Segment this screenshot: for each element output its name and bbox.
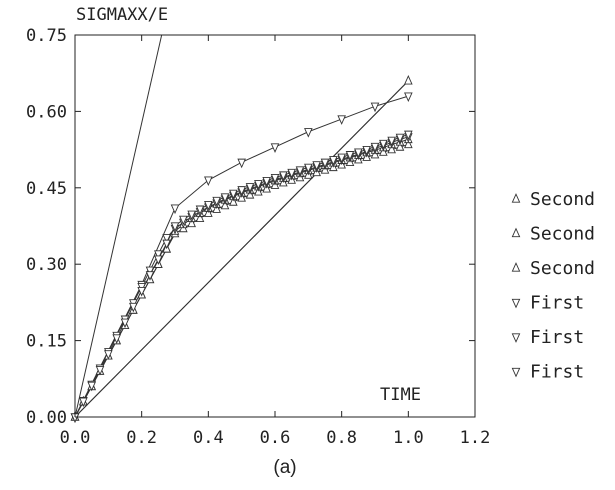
x-tick-label: 0.2 bbox=[126, 428, 157, 448]
data-point bbox=[337, 153, 346, 164]
y-axis-title: SIGMAXX/E bbox=[76, 5, 168, 25]
x-tick-label: 0.8 bbox=[326, 428, 357, 448]
data-point bbox=[187, 210, 196, 221]
data-point bbox=[279, 171, 288, 181]
data-point bbox=[254, 180, 263, 190]
data-point bbox=[387, 143, 396, 154]
data-point bbox=[362, 145, 371, 156]
x-tick-label: 1.0 bbox=[393, 428, 424, 448]
plot-area bbox=[74, 34, 476, 418]
data-point bbox=[404, 130, 413, 141]
x-axis-ticks: 0.0 0.2 0.4 0.6 0.8 1.0 1.2 bbox=[60, 35, 491, 448]
data-point bbox=[204, 200, 213, 211]
data-point bbox=[212, 196, 221, 207]
data-point bbox=[395, 141, 405, 151]
data-point bbox=[179, 215, 188, 226]
x-tick-label: 0.4 bbox=[193, 428, 224, 448]
data-point bbox=[170, 204, 180, 215]
data-point bbox=[237, 158, 246, 169]
y-tick-label: 0.60 bbox=[26, 102, 67, 122]
legend-label: First bbox=[530, 293, 584, 314]
data-point bbox=[304, 163, 313, 174]
series-line bbox=[75, 133, 409, 417]
data-point bbox=[370, 102, 380, 113]
x-tick-label: 0.0 bbox=[60, 428, 91, 448]
data-point bbox=[329, 156, 338, 166]
data-point bbox=[145, 271, 155, 281]
data-point bbox=[129, 302, 138, 313]
data-point bbox=[162, 239, 171, 250]
series-markers bbox=[70, 74, 413, 423]
data-point bbox=[262, 177, 271, 187]
series-lines bbox=[75, 80, 409, 417]
data-point bbox=[320, 158, 330, 169]
data-point bbox=[137, 287, 146, 297]
data-point bbox=[112, 334, 121, 344]
series-line bbox=[75, 95, 409, 417]
data-point bbox=[204, 176, 213, 187]
y-tick-label: 0.75 bbox=[26, 26, 67, 46]
reference-lines bbox=[75, 35, 409, 417]
data-point bbox=[220, 193, 230, 203]
legend-label: Second bbox=[530, 189, 595, 210]
figure-caption: (a) bbox=[273, 457, 296, 478]
data-point bbox=[170, 222, 180, 232]
data-point bbox=[95, 365, 105, 376]
data-point bbox=[395, 133, 405, 144]
legend-marker bbox=[511, 193, 521, 203]
legend-marker bbox=[511, 227, 521, 238]
data-point bbox=[237, 186, 246, 196]
reference-line bbox=[75, 35, 163, 417]
data-point bbox=[195, 205, 205, 216]
data-point bbox=[404, 92, 413, 103]
data-point bbox=[337, 115, 346, 125]
series-line bbox=[75, 136, 409, 417]
data-point bbox=[229, 189, 238, 200]
data-point bbox=[162, 234, 171, 244]
legend-marker bbox=[511, 333, 521, 343]
data-point bbox=[270, 173, 280, 184]
data-point bbox=[379, 139, 388, 150]
data-point bbox=[87, 381, 96, 392]
legend: Second Second Second First First First bbox=[511, 189, 595, 383]
y-tick-label: 0.45 bbox=[26, 179, 67, 199]
data-point bbox=[79, 397, 88, 408]
data-point bbox=[354, 148, 363, 159]
legend-marker bbox=[511, 367, 521, 378]
legend-label: First bbox=[530, 362, 584, 383]
series-line bbox=[75, 138, 409, 417]
data-point bbox=[245, 183, 255, 193]
y-tick-label: 0.15 bbox=[26, 332, 67, 352]
data-point bbox=[345, 151, 355, 161]
series-line bbox=[75, 144, 409, 417]
series-line bbox=[75, 80, 409, 417]
legend-marker bbox=[511, 298, 521, 309]
data-point bbox=[104, 350, 113, 360]
legend-label: First bbox=[530, 327, 584, 348]
data-point bbox=[270, 143, 280, 153]
y-axis-ticks: 0.00 0.15 0.30 0.45 0.60 0.75 bbox=[26, 26, 475, 428]
x-tick-label: 0.6 bbox=[260, 428, 291, 448]
data-point bbox=[154, 255, 163, 266]
legend-label: Second bbox=[530, 258, 595, 279]
data-point bbox=[145, 266, 155, 277]
data-point bbox=[312, 161, 321, 171]
data-point bbox=[404, 138, 413, 149]
legend-marker bbox=[511, 262, 521, 272]
y-tick-label: 0.30 bbox=[26, 255, 67, 275]
data-point bbox=[154, 250, 163, 260]
plot-border bbox=[74, 34, 476, 418]
data-point bbox=[404, 74, 413, 85]
data-point bbox=[370, 142, 380, 153]
y-tick-label: 0.00 bbox=[26, 408, 67, 428]
x-axis-title: TIME bbox=[380, 385, 421, 405]
data-point bbox=[295, 166, 305, 176]
data-point bbox=[120, 318, 130, 329]
x-tick-label: 1.2 bbox=[460, 428, 491, 448]
data-point bbox=[387, 136, 396, 147]
legend-label: Second bbox=[530, 224, 595, 245]
data-point bbox=[287, 168, 296, 179]
data-point bbox=[304, 128, 313, 138]
